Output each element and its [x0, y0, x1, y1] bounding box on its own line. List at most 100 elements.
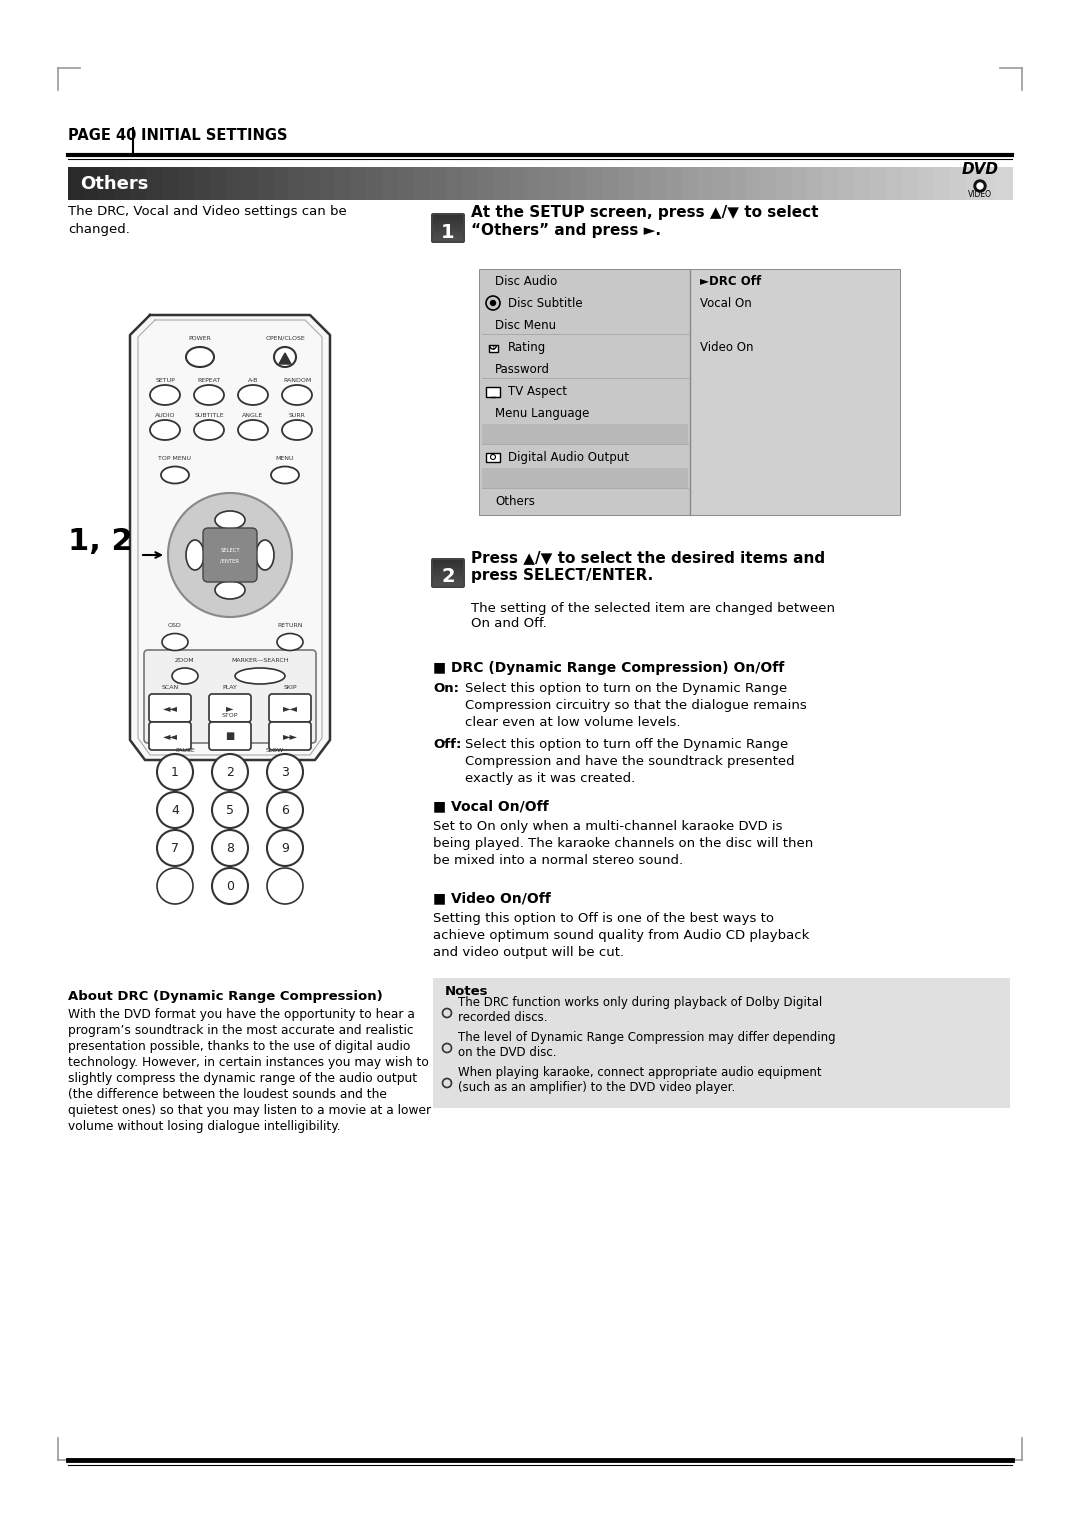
Bar: [839, 167, 855, 200]
Ellipse shape: [235, 668, 285, 685]
Text: 7: 7: [171, 842, 179, 854]
Text: TOP MENU: TOP MENU: [159, 455, 191, 461]
Text: SUBTITLE: SUBTITLE: [194, 413, 224, 419]
Text: ►: ►: [226, 703, 233, 714]
Bar: [430, 167, 447, 200]
Text: program’s soundtrack in the most accurate and realistic: program’s soundtrack in the most accurat…: [68, 1024, 414, 1038]
Circle shape: [977, 183, 983, 189]
Text: ◄◄: ◄◄: [162, 730, 177, 741]
Text: The DRC function works only during playback of Dolby Digital: The DRC function works only during playb…: [458, 996, 822, 1008]
Text: SKIP: SKIP: [283, 685, 297, 691]
Text: VIDEO: VIDEO: [968, 189, 993, 199]
Text: SLOW: SLOW: [266, 749, 284, 753]
Bar: [870, 167, 887, 200]
Bar: [964, 167, 982, 200]
FancyBboxPatch shape: [210, 723, 251, 750]
Ellipse shape: [186, 347, 214, 367]
Ellipse shape: [271, 466, 299, 483]
Circle shape: [157, 792, 193, 828]
Circle shape: [974, 180, 986, 193]
Text: At the SETUP screen, press ▲/▼ to select: At the SETUP screen, press ▲/▼ to select: [471, 205, 819, 220]
Ellipse shape: [215, 581, 245, 599]
Bar: [488, 345, 498, 351]
Bar: [634, 167, 651, 200]
Text: 1: 1: [171, 766, 179, 778]
Text: Compression and have the soundtrack presented: Compression and have the soundtrack pres…: [465, 755, 795, 769]
Bar: [480, 270, 690, 515]
Ellipse shape: [238, 420, 268, 440]
Text: PROGRAM: PROGRAM: [269, 874, 300, 879]
Text: AUDIO: AUDIO: [154, 413, 175, 419]
Text: ►◄: ►◄: [283, 703, 297, 714]
Text: Rating: Rating: [508, 341, 546, 354]
Text: SELECT: SELECT: [220, 549, 240, 553]
Bar: [320, 167, 337, 200]
Circle shape: [157, 868, 193, 905]
Bar: [162, 167, 179, 200]
Ellipse shape: [172, 668, 198, 685]
Text: 8: 8: [226, 842, 234, 854]
Text: 6: 6: [281, 804, 289, 816]
Text: slightly compress the dynamic range of the audio output: slightly compress the dynamic range of t…: [68, 1073, 417, 1085]
Ellipse shape: [215, 510, 245, 529]
Bar: [433, 220, 463, 223]
Text: RANDOM: RANDOM: [283, 377, 311, 384]
Circle shape: [212, 830, 248, 866]
Circle shape: [212, 868, 248, 905]
Bar: [433, 223, 463, 226]
Text: 1: 1: [491, 347, 495, 351]
Text: POWER: POWER: [189, 336, 212, 341]
FancyBboxPatch shape: [203, 529, 257, 582]
Circle shape: [267, 792, 303, 828]
Bar: [336, 167, 352, 200]
Bar: [933, 167, 950, 200]
Bar: [351, 167, 368, 200]
Text: /ENTER: /ENTER: [220, 559, 240, 564]
Text: Compression circuitry so that the dialogue remains: Compression circuitry so that the dialog…: [465, 698, 807, 712]
Text: Digital Audio Output: Digital Audio Output: [508, 451, 629, 465]
FancyBboxPatch shape: [149, 694, 191, 723]
Bar: [619, 167, 635, 200]
Text: ◄◄: ◄◄: [162, 703, 177, 714]
Text: Off:: Off:: [433, 738, 461, 750]
Text: INITIAL SETTINGS: INITIAL SETTINGS: [141, 128, 287, 144]
Circle shape: [267, 830, 303, 866]
Bar: [713, 167, 730, 200]
Bar: [666, 167, 683, 200]
Text: be mixed into a normal stereo sound.: be mixed into a normal stereo sound.: [433, 854, 684, 866]
Bar: [477, 167, 494, 200]
Text: Vocal On: Vocal On: [700, 296, 752, 310]
Text: quietest ones) so that you may listen to a movie at a lower: quietest ones) so that you may listen to…: [68, 1105, 431, 1117]
Text: The level of Dynamic Range Compression may differ depending: The level of Dynamic Range Compression m…: [458, 1031, 836, 1044]
Bar: [433, 559, 463, 562]
Bar: [433, 238, 463, 241]
Bar: [433, 215, 463, 217]
Bar: [433, 217, 463, 220]
Text: 0: 0: [226, 880, 234, 892]
Text: Disc Subtitle: Disc Subtitle: [508, 296, 582, 310]
Bar: [241, 167, 258, 200]
Text: Notes: Notes: [445, 986, 488, 998]
FancyBboxPatch shape: [144, 649, 316, 743]
Text: 2: 2: [226, 766, 234, 778]
Text: 2: 2: [442, 567, 455, 587]
Ellipse shape: [274, 347, 296, 367]
Polygon shape: [279, 353, 291, 364]
Circle shape: [490, 301, 496, 306]
Bar: [433, 578, 463, 581]
Bar: [288, 167, 305, 200]
Circle shape: [157, 753, 193, 790]
Bar: [760, 167, 777, 200]
Text: SCAN: SCAN: [161, 685, 178, 691]
Text: 4: 4: [171, 804, 179, 816]
Bar: [886, 167, 903, 200]
Text: 1: 1: [442, 223, 455, 241]
Bar: [792, 167, 809, 200]
Bar: [399, 167, 415, 200]
Text: RETURN: RETURN: [278, 623, 302, 628]
Ellipse shape: [161, 466, 189, 483]
Bar: [68, 167, 84, 200]
Bar: [433, 565, 463, 568]
Bar: [303, 167, 321, 200]
Text: On:: On:: [433, 681, 459, 695]
